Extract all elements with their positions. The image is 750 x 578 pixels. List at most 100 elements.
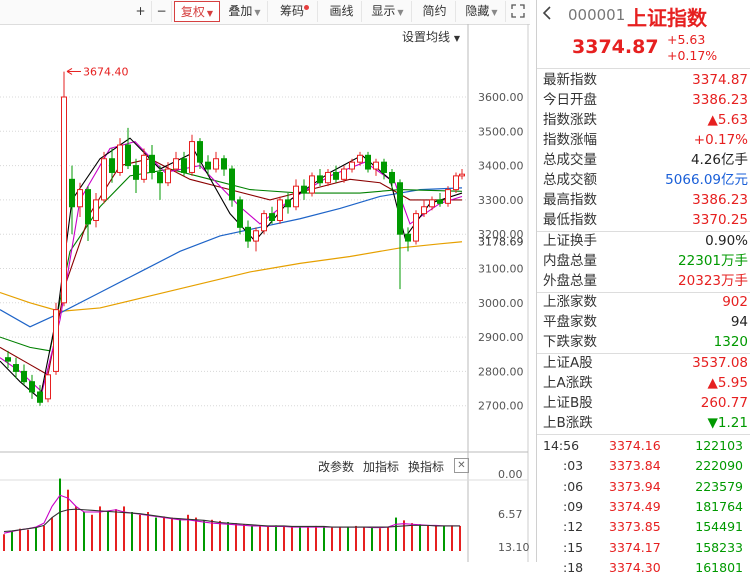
stat-label: 指数涨跌 [543, 112, 597, 128]
close-indicator-button[interactable]: ✕ [454, 458, 469, 473]
tick-time: :12 [563, 519, 584, 535]
huaxian-button[interactable]: 画线 [322, 1, 362, 22]
chouma-button[interactable]: 筹码 [272, 1, 318, 22]
stat-row: 上证换手 0.90% [543, 231, 748, 251]
tick-row: :03 3373.84 222090 [537, 456, 750, 476]
volume-bar [355, 525, 357, 551]
stat-label: 指数涨幅 [543, 132, 597, 148]
candle-body [365, 154, 371, 170]
y-tick-label: 3300.00 [478, 194, 524, 207]
candle-body [13, 364, 19, 372]
volume-bar [19, 528, 21, 551]
chevron-left-icon[interactable] [542, 6, 552, 20]
tick-time: 14:56 [543, 438, 580, 453]
candle-body [459, 173, 465, 177]
tick-time: :06 [563, 478, 584, 494]
tick-volume: 181764 [695, 498, 743, 514]
zoom-out-button[interactable]: − [152, 1, 172, 22]
kline-chart[interactable]: 3600.00 3500.00 3400.00 3300.00 3200.00 3100.… [0, 24, 536, 562]
modify-params-button[interactable]: 改参数 [318, 460, 355, 474]
stat-value: 5066.09亿元 [665, 172, 748, 188]
zoom-in-button[interactable]: + [130, 1, 152, 22]
candle-body [349, 161, 355, 170]
huaxian-label: 画线 [329, 4, 354, 18]
candle-body [397, 182, 403, 235]
volume-bar [267, 526, 269, 551]
stat-value: ▲5.63 [707, 112, 748, 128]
stat-row: 上A涨跌 ▲5.95 [543, 373, 748, 393]
volume-bar [35, 527, 37, 551]
stat-value: +0.17% [693, 132, 748, 148]
stat-row: 平盘家数 94 [543, 312, 748, 332]
tick-volume: 154491 [695, 519, 743, 535]
stat-row: 最高指数 3386.23 [543, 190, 748, 210]
volume-bar [411, 523, 413, 551]
candle-body [261, 213, 267, 232]
candle-body [381, 161, 387, 173]
stat-row: 今日开盘 3386.23 [543, 90, 748, 110]
candle-body [221, 158, 227, 170]
volume-bar [171, 517, 173, 551]
volume-bar [363, 527, 365, 551]
candle-body [117, 144, 123, 173]
volume-tick-label: 6.57 [498, 508, 523, 521]
stat-value: 1320 [713, 334, 748, 350]
high-marker-arrow-icon [66, 68, 73, 75]
stat-label: 上B涨跌 [543, 415, 593, 431]
stat-value: 3370.25 [692, 212, 748, 228]
candle-body [253, 230, 259, 242]
candle-body [109, 158, 115, 173]
candle-body [61, 96, 67, 304]
xianshi-label: 显示 [371, 4, 396, 18]
volume-bar [147, 511, 149, 551]
tick-volume: 223579 [695, 478, 743, 494]
volume-bar [427, 525, 429, 551]
candle-body [245, 226, 251, 242]
volume-bar [99, 506, 101, 551]
tick-volume: 122103 [695, 438, 743, 453]
add-indicator-button[interactable]: 加指标 [363, 460, 400, 474]
volume-bar [91, 514, 93, 551]
quote-panel: 000001 上证指数 3374.87 +5.63 +0.17% 最新指数 337… [536, 0, 750, 575]
candle-body [453, 175, 459, 191]
volume-bar [11, 531, 13, 551]
volume-bar [419, 524, 421, 551]
volume-bar [139, 514, 141, 551]
volume-bar [459, 525, 461, 551]
volume-bar [299, 527, 301, 551]
stat-row: 最新指数 3374.87 [543, 70, 748, 90]
diejia-dropdown[interactable]: 叠加 ▼ [222, 1, 268, 22]
tick-row: :12 3373.85 154491 [537, 517, 750, 537]
tick-price: 3374.16 [609, 438, 661, 453]
tick-time: :09 [563, 498, 584, 514]
volume-bar [371, 527, 373, 551]
tick-time: :18 [563, 559, 584, 575]
stat-label: 今日开盘 [543, 92, 597, 108]
tick-row: 14:56 3374.16 122103 [537, 436, 750, 456]
stat-row: 最低指数 3370.25 [543, 210, 748, 230]
y-tick-label: 3200.00 [478, 228, 524, 241]
yincang-dropdown[interactable]: 隐藏 ▼ [458, 1, 506, 22]
chart-grid [0, 24, 529, 562]
fuquan-dropdown[interactable]: 复权 ▼ [174, 1, 220, 22]
xianshi-dropdown[interactable]: 显示 ▼ [364, 1, 412, 22]
volume-bar [323, 527, 325, 551]
candle-body [85, 189, 91, 225]
stat-label: 平盘家数 [543, 314, 597, 330]
volume-bar [51, 517, 53, 551]
volume-bar [251, 525, 253, 551]
tick-price: 3374.30 [609, 559, 661, 575]
candle-body [301, 185, 307, 194]
fullscreen-button[interactable] [506, 1, 530, 22]
stat-value: 3386.23 [692, 92, 748, 108]
candle-body [213, 158, 219, 170]
volume-bar [131, 511, 133, 551]
switch-indicator-button[interactable]: 换指标 [408, 460, 445, 474]
stat-row: 总成交额 5066.09亿元 [543, 170, 748, 190]
close-icon: ✕ [457, 460, 466, 471]
volume-bar [123, 506, 125, 551]
y-tick-label: 3600.00 [478, 91, 524, 104]
stat-label: 最新指数 [543, 72, 597, 88]
ma-settings-button[interactable]: 设置均线 ▼ [402, 28, 460, 45]
jianyue-button[interactable]: 简约 [414, 1, 456, 22]
